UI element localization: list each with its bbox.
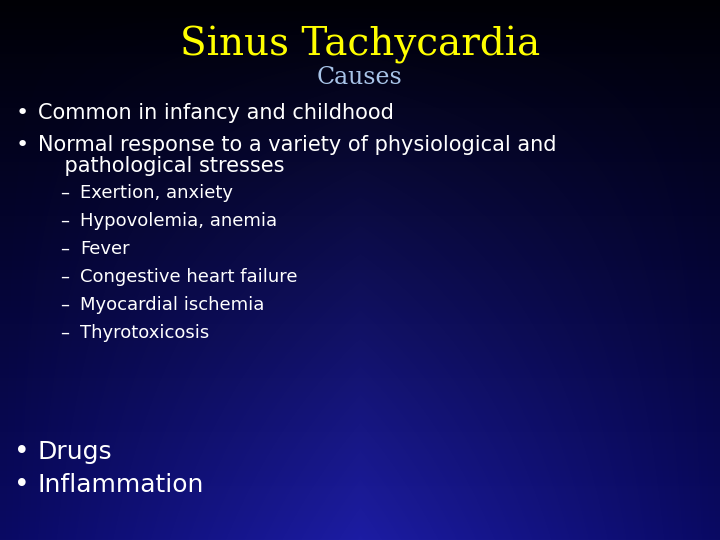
Text: pathological stresses: pathological stresses (38, 156, 284, 176)
Text: –: – (60, 184, 70, 202)
Text: Sinus Tachycardia: Sinus Tachycardia (180, 26, 540, 64)
Text: Inflammation: Inflammation (38, 473, 204, 497)
Text: •: • (15, 135, 29, 155)
Text: Hypovolemia, anemia: Hypovolemia, anemia (80, 212, 277, 230)
Text: Thyrotoxicosis: Thyrotoxicosis (80, 324, 210, 342)
Text: Causes: Causes (317, 65, 403, 89)
Text: –: – (60, 296, 70, 314)
Text: Common in infancy and childhood: Common in infancy and childhood (38, 103, 394, 123)
Text: Exertion, anxiety: Exertion, anxiety (80, 184, 233, 202)
Text: •: • (14, 472, 30, 498)
Text: Congestive heart failure: Congestive heart failure (80, 268, 297, 286)
Text: –: – (60, 240, 70, 258)
Text: –: – (60, 324, 70, 342)
Text: •: • (15, 103, 29, 123)
Text: –: – (60, 212, 70, 230)
Text: Drugs: Drugs (38, 440, 112, 464)
Text: Myocardial ischemia: Myocardial ischemia (80, 296, 264, 314)
Text: –: – (60, 268, 70, 286)
Text: •: • (14, 439, 30, 465)
Text: Normal response to a variety of physiological and: Normal response to a variety of physiolo… (38, 135, 557, 155)
Text: Fever: Fever (80, 240, 130, 258)
